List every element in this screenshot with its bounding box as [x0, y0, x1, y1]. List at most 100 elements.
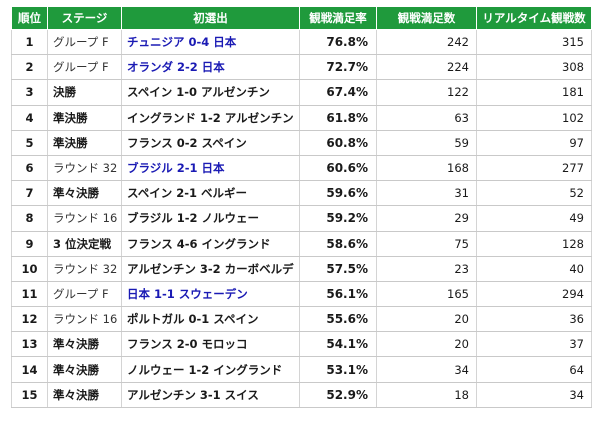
satisfaction-rate-cell: 60.6% [299, 154, 377, 182]
match-cell: ポルトガル 0-1 スペイン [121, 306, 300, 333]
match-cell: フランス 2-0 モロッコ [121, 331, 300, 358]
header-stage: ステージ [47, 6, 122, 30]
table-row: 2 グループ F オランダ 2-2 日本 72.7% 224 308 [11, 54, 592, 81]
realtime-count-cell: 294 [476, 280, 592, 308]
stage-cell: グループ F [47, 28, 122, 56]
match-cell: 日本 1-1 スウェーデン [121, 280, 300, 308]
rank-cell: 3 [11, 79, 48, 106]
realtime-count-cell: 181 [476, 79, 592, 106]
satisfaction-rate-cell: 60.8% [299, 129, 377, 156]
rank-cell: 2 [11, 54, 48, 81]
satisfaction-rate-cell: 61.8% [299, 104, 377, 131]
rank-cell: 15 [11, 381, 48, 408]
stage-cell: ラウンド 16 [47, 306, 122, 333]
ranking-table-container: 順位 ステージ 初選出 観戦満足率 観戦満足数 リアルタイム観戦数 1 グループ … [11, 6, 592, 408]
match-cell: スペイン 1-0 アルゼンチン [121, 79, 300, 106]
ranking-table: 順位 ステージ 初選出 観戦満足率 観戦満足数 リアルタイム観戦数 1 グループ … [11, 6, 592, 408]
satisfaction-rate-cell: 76.8% [299, 28, 377, 56]
table-row: 5 準決勝 フランス 0-2 スペイン 60.8% 59 97 [11, 129, 592, 156]
match-cell: ブラジル 2-1 日本 [121, 154, 300, 182]
match-cell: スペイン 2-1 ベルギー [121, 180, 300, 207]
satisfied-count-cell: 34 [376, 356, 477, 383]
match-cell: アルゼンチン 3-2 カーボベルデ [121, 255, 300, 282]
rank-cell: 9 [11, 230, 48, 257]
header-rank: 順位 [11, 6, 48, 30]
satisfied-count-cell: 20 [376, 306, 477, 333]
match-cell: イングランド 1-2 アルゼンチン [121, 104, 300, 131]
satisfaction-rate-cell: 55.6% [299, 306, 377, 333]
realtime-count-cell: 49 [476, 205, 592, 232]
satisfaction-rate-cell: 72.7% [299, 54, 377, 81]
satisfaction-rate-cell: 57.5% [299, 255, 377, 282]
realtime-count-cell: 36 [476, 306, 592, 333]
table-row: 11 グループ F 日本 1-1 スウェーデン 56.1% 165 294 [11, 280, 592, 308]
satisfaction-rate-cell: 52.9% [299, 381, 377, 408]
stage-cell: 準決勝 [47, 104, 122, 131]
table-row: 10 ラウンド 32 アルゼンチン 3-2 カーボベルデ 57.5% 23 40 [11, 255, 592, 282]
satisfied-count-cell: 165 [376, 280, 477, 308]
rank-cell: 4 [11, 104, 48, 131]
satisfaction-rate-cell: 53.1% [299, 356, 377, 383]
match-cell: ブラジル 1-2 ノルウェー [121, 205, 300, 232]
table-header-row: 順位 ステージ 初選出 観戦満足率 観戦満足数 リアルタイム観戦数 [11, 6, 592, 30]
stage-cell: 3 位決定戦 [47, 230, 122, 257]
satisfaction-rate-cell: 58.6% [299, 230, 377, 257]
table-row: 14 準々決勝 ノルウェー 1-2 イングランド 53.1% 34 64 [11, 356, 592, 383]
stage-cell: 準々決勝 [47, 180, 122, 207]
rank-cell: 12 [11, 306, 48, 333]
satisfied-count-cell: 168 [376, 154, 477, 182]
realtime-count-cell: 97 [476, 129, 592, 156]
match-cell: アルゼンチン 3-1 スイス [121, 381, 300, 408]
satisfied-count-cell: 122 [376, 79, 477, 106]
satisfied-count-cell: 23 [376, 255, 477, 282]
satisfaction-rate-cell: 54.1% [299, 331, 377, 358]
satisfied-count-cell: 242 [376, 28, 477, 56]
rank-cell: 13 [11, 331, 48, 358]
stage-cell: 準々決勝 [47, 356, 122, 383]
table-row: 12 ラウンド 16 ポルトガル 0-1 スペイン 55.6% 20 36 [11, 306, 592, 333]
table-row: 7 準々決勝 スペイン 2-1 ベルギー 59.6% 31 52 [11, 180, 592, 207]
rank-cell: 11 [11, 280, 48, 308]
realtime-count-cell: 64 [476, 356, 592, 383]
table-row: 8 ラウンド 16 ブラジル 1-2 ノルウェー 59.2% 29 49 [11, 205, 592, 232]
stage-cell: 決勝 [47, 79, 122, 106]
table-row: 1 グループ F チュニジア 0-4 日本 76.8% 242 315 [11, 28, 592, 56]
rank-cell: 8 [11, 205, 48, 232]
header-satisfied-count: 観戦満足数 [376, 6, 477, 30]
rank-cell: 7 [11, 180, 48, 207]
satisfaction-rate-cell: 59.6% [299, 180, 377, 207]
stage-cell: グループ F [47, 54, 122, 81]
rank-cell: 5 [11, 129, 48, 156]
satisfied-count-cell: 18 [376, 381, 477, 408]
stage-cell: 準決勝 [47, 129, 122, 156]
header-satisfaction-rate: 観戦満足率 [299, 6, 377, 30]
realtime-count-cell: 102 [476, 104, 592, 131]
table-row: 13 準々決勝 フランス 2-0 モロッコ 54.1% 20 37 [11, 331, 592, 358]
satisfaction-rate-cell: 56.1% [299, 280, 377, 308]
stage-cell: ラウンド 32 [47, 255, 122, 282]
satisfied-count-cell: 20 [376, 331, 477, 358]
header-match: 初選出 [121, 6, 300, 30]
satisfied-count-cell: 59 [376, 129, 477, 156]
match-cell: チュニジア 0-4 日本 [121, 28, 300, 56]
realtime-count-cell: 37 [476, 331, 592, 358]
stage-cell: ラウンド 16 [47, 205, 122, 232]
match-cell: ノルウェー 1-2 イングランド [121, 356, 300, 383]
satisfied-count-cell: 75 [376, 230, 477, 257]
stage-cell: ラウンド 32 [47, 154, 122, 182]
realtime-count-cell: 308 [476, 54, 592, 81]
rank-cell: 1 [11, 28, 48, 56]
satisfied-count-cell: 63 [376, 104, 477, 131]
table-row: 3 決勝 スペイン 1-0 アルゼンチン 67.4% 122 181 [11, 79, 592, 106]
header-realtime-count: リアルタイム観戦数 [476, 6, 592, 30]
satisfaction-rate-cell: 59.2% [299, 205, 377, 232]
table-row: 4 準決勝 イングランド 1-2 アルゼンチン 61.8% 63 102 [11, 104, 592, 131]
rank-cell: 14 [11, 356, 48, 383]
match-cell: フランス 4-6 イングランド [121, 230, 300, 257]
stage-cell: 準々決勝 [47, 381, 122, 408]
table-row: 15 準々決勝 アルゼンチン 3-1 スイス 52.9% 18 34 [11, 381, 592, 408]
realtime-count-cell: 315 [476, 28, 592, 56]
match-cell: オランダ 2-2 日本 [121, 54, 300, 81]
realtime-count-cell: 277 [476, 154, 592, 182]
